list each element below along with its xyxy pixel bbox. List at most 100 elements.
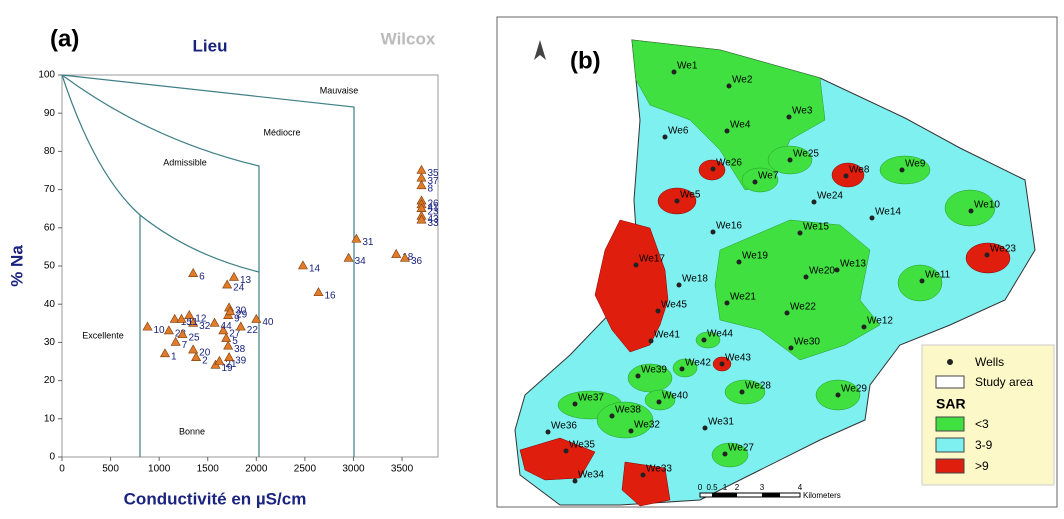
zone xyxy=(965,242,1011,274)
point-label: 12 xyxy=(195,313,207,324)
well xyxy=(834,267,840,273)
scale-bar xyxy=(762,493,780,497)
boundary xyxy=(61,74,355,457)
point-label: 8 xyxy=(427,183,433,194)
well-label: We41 xyxy=(654,330,680,341)
point xyxy=(228,271,239,281)
point xyxy=(214,355,225,365)
sar-high-zones xyxy=(519,159,1011,507)
legend-label: Wells xyxy=(975,355,1004,369)
scale-label: 0 xyxy=(698,483,703,492)
well-label: We42 xyxy=(685,358,711,369)
well xyxy=(797,230,803,236)
well-label: We36 xyxy=(551,421,577,432)
scale-bar xyxy=(699,492,801,498)
well-label: We8 xyxy=(849,165,870,176)
point xyxy=(176,313,187,323)
x-tick-label: 2000 xyxy=(245,464,268,475)
x-tick-label: 1500 xyxy=(197,464,220,475)
point-label: 34 xyxy=(355,256,367,267)
well xyxy=(835,392,841,398)
y-tick-label: 100 xyxy=(38,70,55,81)
y-tick-label: 60 xyxy=(44,222,56,233)
point-label: 19 xyxy=(222,363,234,374)
well-label: We15 xyxy=(803,222,829,233)
well xyxy=(710,166,716,172)
zone-label: Mauvaise xyxy=(320,85,359,95)
well xyxy=(676,282,682,288)
north-arrow xyxy=(534,40,546,60)
point-label: 36 xyxy=(411,256,423,267)
point xyxy=(191,352,202,361)
point xyxy=(224,352,235,361)
point xyxy=(343,252,354,262)
well xyxy=(719,361,725,367)
chart-title: Lieu xyxy=(193,36,228,55)
y-axis-label: % Na xyxy=(7,245,26,287)
well-label: We22 xyxy=(790,302,816,313)
point xyxy=(399,252,410,262)
point xyxy=(235,321,246,331)
scale-bar xyxy=(712,493,737,497)
point-label: 23 xyxy=(427,206,439,217)
well-label: We20 xyxy=(809,266,835,277)
well-label: We18 xyxy=(682,274,708,285)
chart-subtitle: Wilcox xyxy=(381,29,436,48)
legend-swatch xyxy=(935,437,965,453)
well-label: We11 xyxy=(925,270,951,281)
point xyxy=(177,329,188,339)
point-label: 27 xyxy=(229,329,241,340)
arrow xyxy=(534,40,546,60)
point xyxy=(225,306,236,316)
scale-label: 3 xyxy=(760,483,765,492)
scale-label: 1 xyxy=(723,483,728,492)
well-label: We6 xyxy=(668,126,689,137)
point-label: 1 xyxy=(171,352,177,363)
well-label: We27 xyxy=(728,443,754,454)
well-label: We10 xyxy=(974,200,1000,211)
well xyxy=(633,262,639,268)
y-tick-label: 30 xyxy=(44,337,56,348)
well-label: We40 xyxy=(662,391,688,402)
well-label: We45 xyxy=(661,300,687,311)
point xyxy=(218,325,229,335)
point xyxy=(188,344,199,354)
well xyxy=(786,114,792,120)
x-tick-label: 0 xyxy=(59,464,65,475)
legend-swatch xyxy=(935,375,965,389)
legend-well-symbol xyxy=(947,359,953,365)
legend-label: 3-9 xyxy=(975,438,993,452)
point xyxy=(223,340,234,350)
zone xyxy=(627,363,673,393)
x-tick-label: 1000 xyxy=(148,464,171,475)
well-label: We4 xyxy=(730,120,751,131)
point xyxy=(222,279,233,289)
point-label: 18 xyxy=(402,252,414,263)
well-label: We32 xyxy=(634,420,660,431)
point-label: 22 xyxy=(247,325,259,336)
well xyxy=(811,199,817,205)
well xyxy=(640,472,646,478)
well xyxy=(739,389,745,395)
well-label: We3 xyxy=(792,106,813,117)
well-label: We43 xyxy=(725,353,751,364)
point-label: 7 xyxy=(182,340,188,351)
point-label: 44 xyxy=(221,321,233,332)
well-label: We5 xyxy=(680,190,701,201)
well-label: We28 xyxy=(745,381,771,392)
point xyxy=(251,313,262,323)
well-label: We24 xyxy=(817,191,843,202)
well xyxy=(722,451,728,457)
well xyxy=(572,401,578,407)
well xyxy=(788,345,794,351)
well-label: We25 xyxy=(793,149,819,160)
well xyxy=(787,157,793,163)
scale-label: 0.5 xyxy=(706,483,718,492)
well-label: We2 xyxy=(732,75,753,86)
zone xyxy=(596,401,654,439)
point-label: 11 xyxy=(188,317,199,328)
point xyxy=(159,348,170,358)
point xyxy=(416,214,427,224)
well-label: We31 xyxy=(708,417,734,428)
point xyxy=(188,317,199,327)
